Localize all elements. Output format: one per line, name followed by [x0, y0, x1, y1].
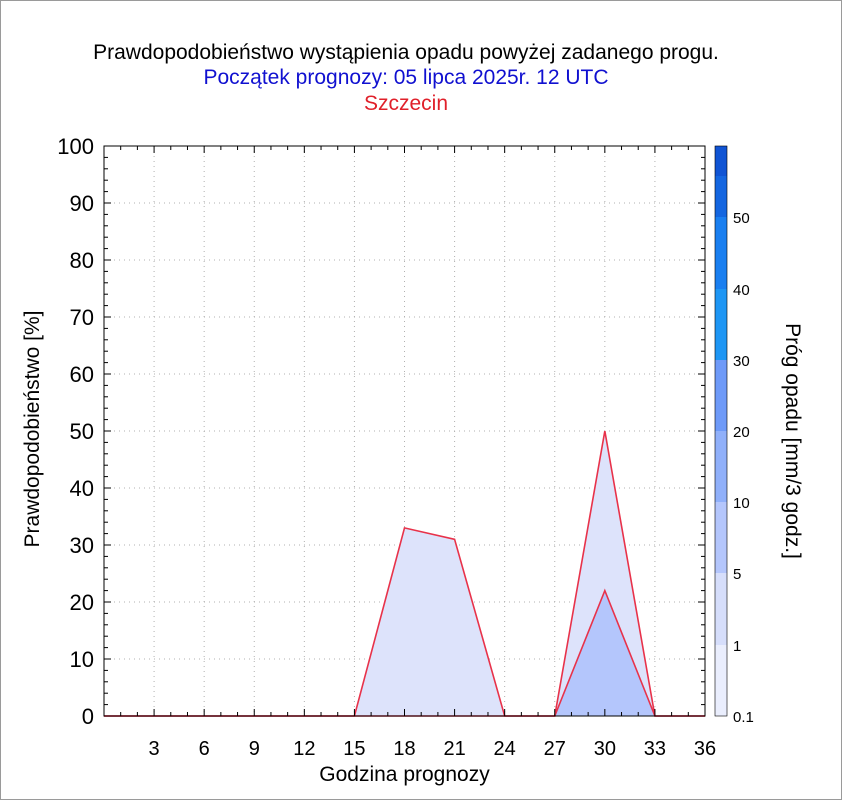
- colorbar-segment: [715, 289, 727, 360]
- series-area-1: [104, 431, 705, 716]
- probability-areas: [104, 430, 705, 717]
- colorbar-segment: [715, 645, 727, 716]
- colorbar-segment: [715, 217, 727, 289]
- x-tick-label: 6: [199, 738, 210, 760]
- colorbar-segment: [715, 573, 727, 645]
- y-tick-label: 70: [70, 305, 94, 330]
- y-tick-label: 20: [70, 590, 94, 615]
- threshold-colorbar: [714, 145, 728, 717]
- x-tick-labels: 3 6 9 12 15 18 21 24 27 30 33 36: [149, 738, 717, 760]
- y-tick-label: 0: [82, 704, 94, 729]
- x-tick-label: 3: [149, 738, 160, 760]
- y-tick-label: 60: [70, 362, 94, 387]
- x-tick-label: 21: [443, 738, 465, 760]
- colorbar-tick-label: 30: [733, 353, 750, 370]
- chart-title: Prawdopodobieństwo wystąpienia opadu pow…: [93, 41, 719, 64]
- grid-lines: [104, 146, 705, 716]
- colorbar-label: Próg opadu [mm/3 godz.]: [781, 323, 804, 559]
- colorbar-border: [714, 145, 728, 717]
- y-tick-label: 50: [70, 419, 94, 444]
- x-tick-label: 36: [694, 738, 716, 760]
- colorbar-tick-label: 10: [733, 495, 750, 512]
- x-tick-label: 33: [644, 738, 666, 760]
- series-area-2: [104, 590, 705, 716]
- colorbar-tick-label: 1: [733, 638, 741, 655]
- colorbar-tick-label: 0.1: [733, 709, 754, 726]
- colorbar-segment: [715, 431, 727, 502]
- forecast-start-subtitle: Początek prognozy: 05 lipca 2025r. 12 UT…: [203, 66, 609, 89]
- colorbar-tick-label: 5: [733, 566, 741, 583]
- y-tick-label: 90: [70, 191, 94, 216]
- colorbar-segment: [715, 176, 727, 217]
- x-tick-label: 15: [343, 738, 365, 760]
- x-tick-label: 27: [544, 738, 566, 760]
- colorbar-tick-label: 40: [733, 282, 750, 299]
- x-tick-label: 9: [249, 738, 260, 760]
- colorbar-segment: [715, 360, 727, 431]
- y-tick-label: 100: [57, 134, 94, 159]
- y-tick-label: 80: [70, 248, 94, 273]
- x-tick-label: 18: [393, 738, 415, 760]
- x-tick-label: 24: [494, 738, 516, 760]
- y-tick-label: 30: [70, 533, 94, 558]
- colorbar-segment: [715, 146, 727, 176]
- location-label: Szczecin: [363, 92, 449, 115]
- y-tick-labels: 0 10 20 30 40 50 60 70 80 90 100: [57, 134, 94, 729]
- y-tick-label: 10: [70, 647, 94, 672]
- x-tick-label: 12: [293, 738, 315, 760]
- y-axis-label: Prawdopodobieństwo [%]: [21, 311, 44, 548]
- colorbar-segment: [715, 502, 727, 573]
- y-tick-label: 40: [70, 476, 94, 501]
- axis-ticks: [103, 145, 706, 717]
- x-axis-label: Godzina prognozy: [319, 763, 490, 786]
- colorbar-tick-label: 50: [733, 210, 750, 227]
- colorbar-tick-labels: 0.1 1 5 10 20 30 40 50: [733, 210, 754, 726]
- x-tick-label: 30: [594, 738, 616, 760]
- colorbar-tick-label: 20: [733, 424, 750, 441]
